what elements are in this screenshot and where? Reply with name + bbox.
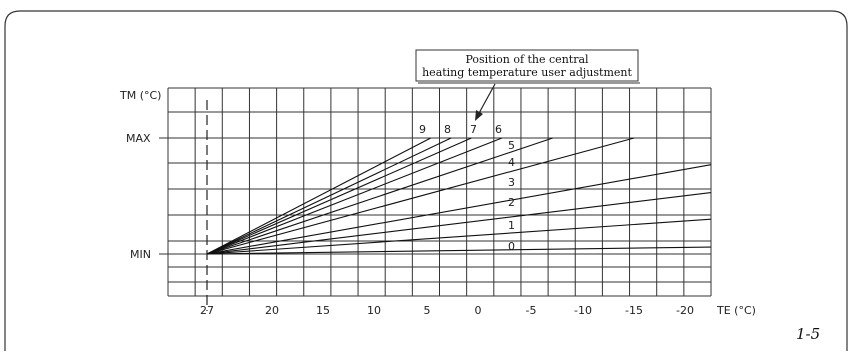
heating-curve-6 [206, 137, 503, 255]
heating-curves [206, 137, 712, 255]
callout-box [415, 49, 639, 82]
chart-grid [167, 87, 712, 297]
curve-label-0: 0 [508, 240, 515, 253]
heating-curve-9 [206, 137, 431, 255]
callout-arrowhead [475, 110, 483, 121]
heating-curve-7 [206, 137, 472, 255]
x-tick-label: 10 [367, 304, 381, 317]
x-tick-label: 20 [265, 304, 279, 317]
curve-label-8: 8 [444, 123, 451, 136]
x-tick-label: 5 [424, 304, 431, 317]
callout-line-2: heating temperature user adjustment [422, 66, 632, 79]
x-tick-label: -5 [526, 304, 537, 317]
heating-curve-2 [206, 191, 712, 255]
curve-label-4: 4 [508, 156, 515, 169]
x-tick-label: -20 [676, 304, 694, 317]
max-label: MAX [126, 132, 151, 145]
callout-line-1: Position of the central [465, 53, 589, 66]
curve-label-9: 9 [419, 123, 426, 136]
figure-number: 1-5 [796, 325, 820, 343]
y-axis-label: TM (°C) [119, 89, 161, 102]
heating-curve-4 [206, 137, 635, 255]
heating-curve-1 [206, 218, 712, 255]
curve-label-1: 1 [508, 219, 515, 232]
heating-curve-5 [206, 137, 553, 255]
x-tick-label: 27 [200, 304, 214, 317]
min-label: MIN [130, 248, 151, 261]
curve-label-7: 7 [470, 123, 477, 136]
curve-label-3: 3 [508, 176, 515, 189]
curve-label-6: 6 [495, 123, 502, 136]
heating-curve-3 [206, 164, 712, 255]
heating-curve-8 [206, 137, 452, 255]
x-tick-label: -10 [574, 304, 592, 317]
curve-label-2: 2 [508, 196, 515, 209]
x-tick-labels: 27 20 15 10 5 0 -5 -10 -15 -20 [200, 304, 694, 317]
figure-border [4, 10, 848, 351]
callout-arrow [477, 83, 496, 116]
curve-label-5: 5 [508, 139, 515, 152]
x-tick-label: -15 [625, 304, 643, 317]
x-tick-label: 15 [316, 304, 330, 317]
x-axis-label: TE (°C) [716, 304, 756, 317]
curve-labels: 0 1 2 3 4 56 7 8 9 [419, 123, 515, 253]
x-tick-label: 0 [475, 304, 482, 317]
heating-curve-0 [206, 246, 712, 255]
